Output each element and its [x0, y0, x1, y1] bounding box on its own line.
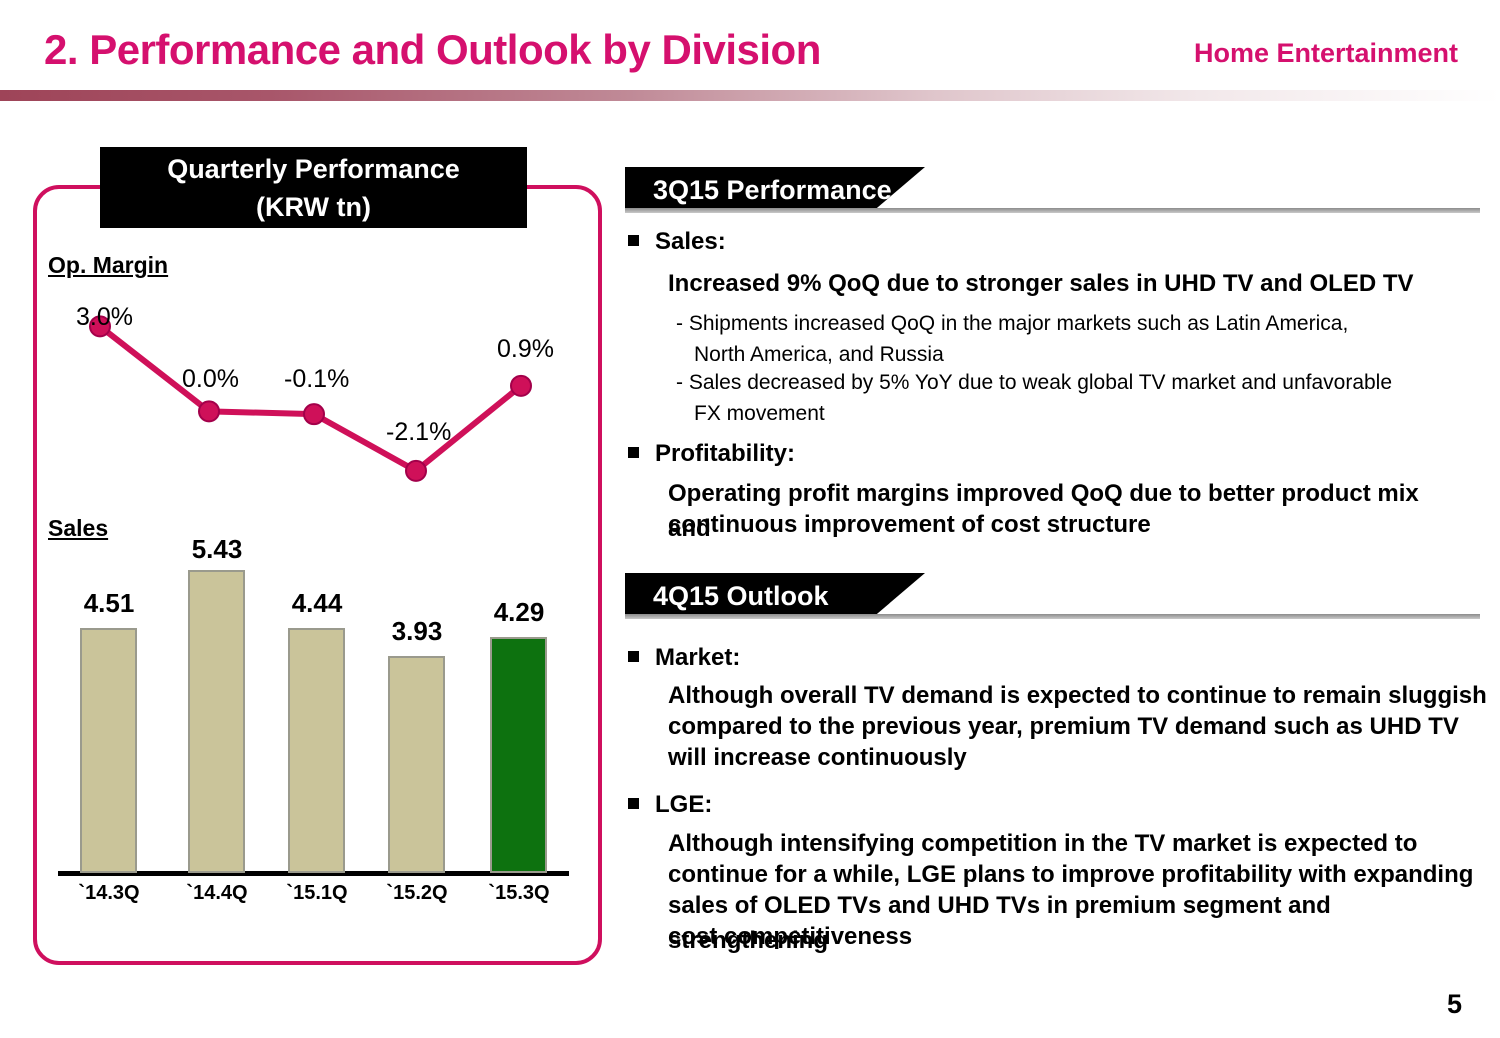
sales-sub-2-line2: FX movement	[694, 402, 825, 425]
bar-14-4q	[188, 570, 245, 873]
bar-category-15-3q: `15.3Q	[488, 882, 550, 904]
op-margin-caption: Op. Margin	[48, 252, 169, 278]
division-label: Home Entertainment	[1193, 38, 1458, 68]
chart-title-line2: (KRW tn)	[256, 192, 371, 222]
market-body-line2: compared to the previous year, premium T…	[668, 713, 1459, 740]
bar-category-15-1q: `15.1Q	[286, 882, 348, 904]
market-body-line1: Although overall TV demand is expected t…	[668, 682, 1487, 709]
sales-body: Increased 9% QoQ due to stronger sales i…	[668, 270, 1414, 297]
lge-body-line2: continue for a while, LGE plans to impro…	[668, 861, 1474, 888]
lge-body-line3: sales of OLED TVs and UHD TVs in premium…	[668, 892, 1331, 954]
bar-category-15-2q: `15.2Q	[386, 882, 448, 904]
performance-banner-wrap: 3Q15 Performance	[625, 167, 925, 213]
chart-title-box: Quarterly Performance (KRW tn)	[100, 147, 527, 228]
bar-15-2q	[388, 656, 445, 873]
sales-caption: Sales	[48, 515, 109, 541]
sales-sub-1-line2: North America, and Russia	[694, 343, 944, 366]
sales-sub-2-line1: - Sales decreased by 5% YoY due to weak …	[676, 371, 1393, 394]
bar-15-3q	[490, 637, 547, 873]
lge-body-line4: cost competitiveness	[668, 923, 913, 950]
line-label-4: 0.9%	[497, 335, 554, 363]
bullet-profitability-label: Profitability:	[655, 440, 796, 467]
sales-sub-1-line1: - Shipments increased QoQ in the major m…	[676, 312, 1349, 335]
bullet-sales: Sales:	[628, 228, 726, 256]
page-title: 2. Performance and Outlook by Division	[44, 26, 821, 73]
bullet-lge: LGE:	[628, 791, 712, 819]
bar-value-15-3q: 4.29	[493, 597, 545, 627]
bar-category-14-4q: `14.4Q	[186, 882, 248, 904]
bullet-square-icon	[628, 447, 639, 458]
bullet-profitability: Profitability:	[628, 440, 795, 468]
bullet-market: Market:	[628, 644, 740, 672]
sales-sub-2: - Sales decreased by 5% YoY due to weak …	[676, 367, 1466, 429]
line-label-2: -0.1%	[284, 365, 350, 393]
performance-banner: 3Q15 Performance	[625, 167, 925, 213]
outlook-banner-wrap: 4Q15 Outlook	[625, 573, 925, 619]
bar-category-14-3q: `14.3Q	[78, 882, 140, 904]
bullet-square-icon	[628, 235, 639, 246]
bullet-square-icon	[628, 798, 639, 809]
bullet-market-label: Market:	[655, 644, 741, 671]
line-label-0: 3.0%	[76, 303, 133, 331]
bar-chart-baseline	[58, 871, 569, 876]
outlook-banner: 4Q15 Outlook	[625, 573, 925, 619]
bar-15-1q	[288, 628, 345, 873]
bar-value-15-2q: 3.93	[391, 616, 443, 646]
market-body-line3: will increase continuously	[668, 744, 967, 771]
performance-banner-rule	[625, 208, 1480, 213]
bar-value-15-1q: 4.44	[291, 588, 343, 618]
outlook-banner-rule	[625, 614, 1480, 619]
bullet-square-icon	[628, 651, 639, 662]
sales-sub-1: - Shipments increased QoQ in the major m…	[676, 308, 1466, 370]
line-label-3: -2.1%	[386, 418, 452, 446]
bar-14-3q	[80, 628, 137, 873]
chart-title-line1: Quarterly Performance	[167, 154, 460, 184]
line-label-1: 0.0%	[182, 365, 239, 393]
profitability-body-line2: continuous improvement of cost structure	[668, 511, 1151, 538]
bullet-sales-label: Sales:	[655, 228, 726, 255]
header-divider	[0, 90, 1500, 101]
bullet-lge-label: LGE:	[655, 791, 713, 818]
bar-value-14-3q: 4.51	[83, 588, 135, 618]
lge-body-line1: Although intensifying competition in the…	[668, 830, 1418, 857]
profitability-body-line1: Operating profit margins improved QoQ du…	[668, 480, 1419, 542]
page-number: 5	[1446, 989, 1462, 1019]
bar-value-14-4q: 5.43	[191, 534, 243, 564]
